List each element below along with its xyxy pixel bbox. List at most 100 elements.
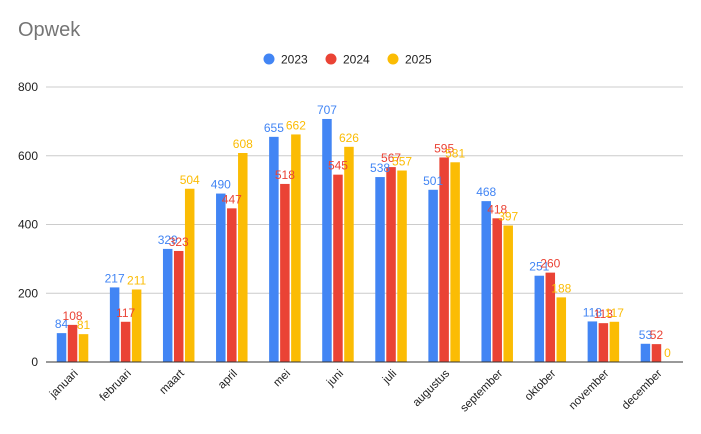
legend-label-2023: 2023 xyxy=(281,53,308,67)
data-label-augustus-2023: 501 xyxy=(423,174,443,188)
data-label-september-2024: 418 xyxy=(487,202,507,216)
data-label-januari-2024: 108 xyxy=(63,309,83,323)
data-label-juli-2023: 538 xyxy=(370,161,390,175)
data-label-september-2025: 397 xyxy=(498,210,518,224)
legend-swatch-2025 xyxy=(387,53,399,65)
y-tick-label-800: 800 xyxy=(18,80,38,94)
y-axis: 0 200 400 600 800 xyxy=(18,80,38,369)
x-tick-label-september: september xyxy=(458,368,505,415)
data-label-februari-2023: 217 xyxy=(105,271,125,285)
bar-april-2024 xyxy=(227,208,237,362)
bar-oktober-2025 xyxy=(556,297,567,362)
data-label-februari-2025: 211 xyxy=(127,273,146,287)
bar-maart-2023 xyxy=(162,248,173,362)
data-label-maart-2023: 329 xyxy=(158,233,178,247)
bar-september-2025 xyxy=(503,225,513,362)
bar-december-2024 xyxy=(651,344,662,362)
data-label-juni-2024: 545 xyxy=(328,159,348,173)
bar-januari-2024 xyxy=(67,324,78,362)
bar-januari-2023 xyxy=(56,333,67,362)
bar-september-2023 xyxy=(481,201,491,362)
x-tick-label-augustus: augustus xyxy=(411,367,453,409)
data-label-september-2023: 468 xyxy=(476,185,496,199)
x-tick-label-juli: juli xyxy=(380,368,399,387)
bar-maart-2025 xyxy=(184,188,195,362)
data-label-januari-2025: 81 xyxy=(77,318,91,332)
bar-februari-2025 xyxy=(131,289,142,362)
data-label-april-2024: 447 xyxy=(222,192,242,206)
x-tick-label-december: december xyxy=(620,368,665,413)
gridlines xyxy=(46,86,683,294)
y-tick-label-0: 0 xyxy=(31,355,38,369)
data-label-mei-2025: 662 xyxy=(286,118,306,132)
data-label-juli-2024: 567 xyxy=(381,151,401,165)
y-tick-label-400: 400 xyxy=(18,218,38,232)
bar-juni-2024 xyxy=(333,174,343,362)
legend: 2023 2024 2025 xyxy=(263,53,432,67)
data-label-november-2023: 118 xyxy=(583,305,602,319)
bar-juni-2025 xyxy=(344,146,354,362)
bar-oktober-2024 xyxy=(545,272,556,362)
data-label-december-2023: 53 xyxy=(639,328,653,342)
x-tick-label-mei: mei xyxy=(271,368,293,390)
bar-april-2025 xyxy=(238,153,248,362)
data-label-juli-2025: 557 xyxy=(392,155,412,169)
data-label-februari-2024: 117 xyxy=(116,306,135,320)
bar-maart-2024 xyxy=(173,250,184,362)
data-label-april-2023: 490 xyxy=(211,178,231,192)
data-label-oktober-2025: 188 xyxy=(551,281,571,295)
x-axis: januari februari maart april mei juni juli augu… xyxy=(46,361,683,415)
legend-swatch-2023 xyxy=(263,53,275,65)
chart-title: Opwek xyxy=(18,19,81,41)
x-tick-label-april: april xyxy=(216,368,240,392)
data-label-oktober-2024: 260 xyxy=(540,257,560,271)
data-label-mei-2024: 518 xyxy=(275,168,295,182)
data-label-november-2025: 117 xyxy=(605,306,624,320)
bar-augustus-2025 xyxy=(450,162,460,362)
bar-mei-2025 xyxy=(291,134,301,362)
bar-december-2023 xyxy=(640,343,651,362)
bar-oktober-2023 xyxy=(534,275,545,362)
x-tick-label-november: november xyxy=(567,368,612,413)
data-label-januari-2023: 84 xyxy=(55,317,69,331)
bar-mei-2024 xyxy=(280,183,290,362)
bar-februari-2024 xyxy=(120,321,131,362)
x-tick-label-oktober: oktober xyxy=(523,368,559,404)
data-label-juni-2023: 707 xyxy=(317,103,337,117)
data-label-november-2024: 113 xyxy=(594,307,613,321)
bar-september-2024 xyxy=(492,218,502,362)
data-label-mei-2023: 655 xyxy=(264,121,284,135)
x-tick-label-juni: juni xyxy=(324,368,346,390)
x-tick-label-maart: maart xyxy=(158,367,188,397)
data-label-december-2024: 52 xyxy=(650,328,664,342)
bar-februari-2023 xyxy=(109,287,120,362)
bar-juli-2023 xyxy=(375,177,385,362)
legend-label-2024: 2024 xyxy=(343,53,370,67)
bar-mei-2023 xyxy=(269,136,279,362)
bar-juni-2023 xyxy=(322,118,332,362)
legend-label-2025: 2025 xyxy=(405,53,432,67)
data-label-oktober-2023: 251 xyxy=(529,260,549,274)
data-label-maart-2024: 323 xyxy=(169,235,189,249)
bar-januari-2025 xyxy=(78,334,89,362)
bar-november-2024 xyxy=(598,323,609,362)
bar-augustus-2024 xyxy=(439,157,449,362)
data-label-augustus-2024: 595 xyxy=(434,141,454,155)
x-tick-label-januari: januari xyxy=(47,368,81,402)
bars xyxy=(56,118,662,362)
data-label-december-2025: 0 xyxy=(664,346,671,360)
x-tick-label-februari: februari xyxy=(98,368,134,404)
bar-november-2025 xyxy=(609,321,620,362)
bar-juli-2025 xyxy=(397,170,407,362)
data-label-maart-2025: 504 xyxy=(180,173,200,187)
y-tick-label-600: 600 xyxy=(18,149,38,163)
data-label-april-2025: 608 xyxy=(233,137,253,151)
bar-augustus-2023 xyxy=(428,189,438,362)
data-label-augustus-2025: 581 xyxy=(445,146,465,160)
legend-swatch-2024 xyxy=(325,53,337,65)
bar-juli-2024 xyxy=(386,167,396,362)
bar-november-2023 xyxy=(587,321,598,362)
